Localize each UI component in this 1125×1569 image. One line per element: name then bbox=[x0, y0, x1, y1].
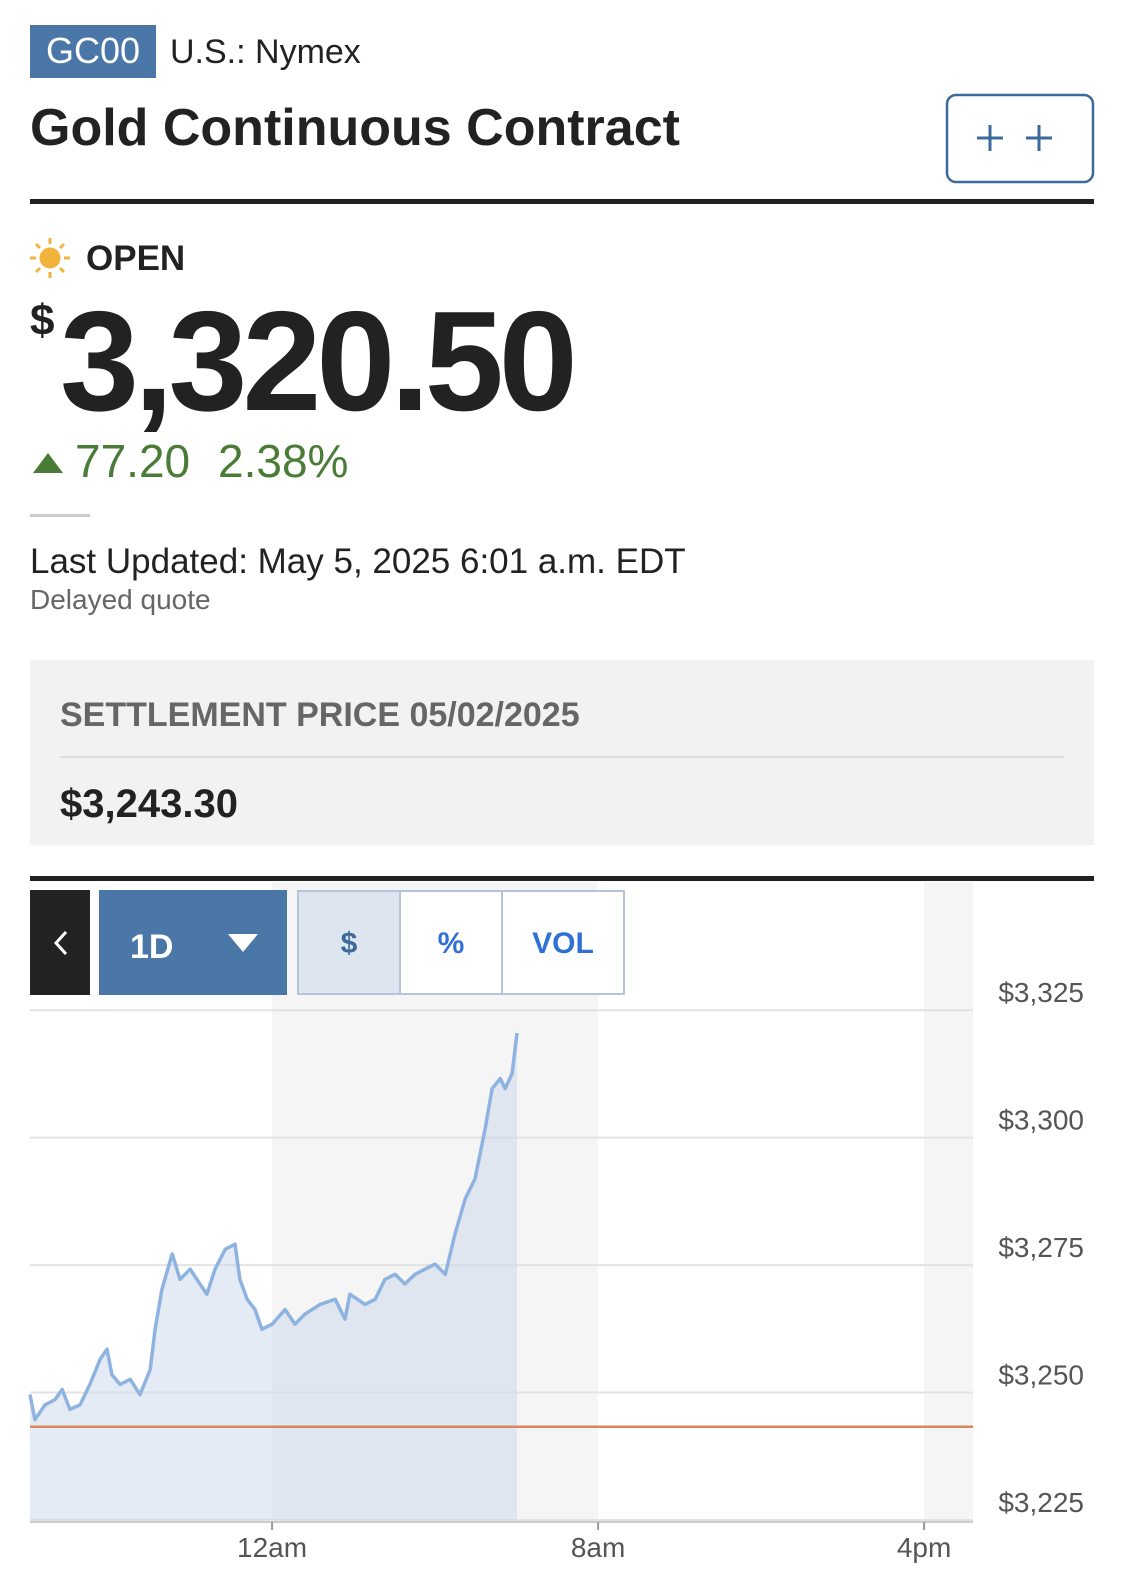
x-tick-label: 12am bbox=[237, 1532, 307, 1563]
chevron-icon bbox=[53, 930, 68, 956]
settlement-divider bbox=[60, 756, 1064, 758]
y-tick-label: $3,300 bbox=[998, 1105, 1084, 1136]
mode-button[interactable] bbox=[399, 890, 503, 995]
price-line bbox=[28, 1032, 519, 1422]
settlement-panel bbox=[30, 660, 1094, 845]
dropdown-arrow bbox=[228, 934, 258, 952]
x-tick-label: 8am bbox=[571, 1532, 625, 1563]
symbol: GC00 bbox=[46, 30, 140, 71]
y-tick-label: $3,250 bbox=[998, 1360, 1084, 1391]
currency-symbol: $ bbox=[30, 296, 54, 345]
delay-note: Delayed quote bbox=[30, 584, 211, 615]
exchange: U.S.: Nymex bbox=[170, 33, 361, 71]
y-tick-label: $3,225 bbox=[998, 1487, 1084, 1518]
price: 3,320.50 bbox=[60, 282, 573, 441]
mode-button[interactable] bbox=[501, 890, 625, 995]
title: Gold Continuous Contract bbox=[30, 99, 680, 157]
separator bbox=[30, 514, 90, 517]
chart-divider bbox=[30, 876, 1094, 881]
back-button[interactable] bbox=[30, 890, 90, 995]
mode-button[interactable] bbox=[297, 890, 401, 995]
mode-label: % bbox=[438, 927, 465, 960]
range-label: 1D bbox=[130, 928, 173, 966]
up-arrow bbox=[33, 453, 63, 473]
session-shade bbox=[924, 882, 973, 1520]
market-status: OPEN bbox=[86, 239, 185, 278]
y-tick-label: $3,275 bbox=[998, 1232, 1084, 1263]
symbol-badge bbox=[30, 25, 156, 78]
divider bbox=[30, 199, 1094, 204]
price-area bbox=[30, 1033, 517, 1520]
settlement-price: $3,243.30 bbox=[60, 782, 238, 826]
change-percent: 2.38% bbox=[218, 435, 348, 487]
plus-icon bbox=[977, 125, 1052, 151]
watchlist-button[interactable] bbox=[945, 93, 1095, 184]
mode-label: $ bbox=[341, 927, 358, 960]
x-tick-label: 4pm bbox=[897, 1532, 951, 1563]
range-dropdown[interactable] bbox=[99, 890, 287, 995]
sun-icon bbox=[30, 238, 70, 278]
last-updated: Last Updated: May 5, 2025 6:01 a.m. EDT bbox=[30, 542, 686, 581]
change: 77.20 bbox=[75, 435, 190, 487]
mode-label: VOL bbox=[532, 927, 594, 960]
y-tick-label: $3,325 bbox=[998, 977, 1084, 1008]
settlement-label: SETTLEMENT PRICE 05/02/2025 bbox=[60, 696, 580, 734]
